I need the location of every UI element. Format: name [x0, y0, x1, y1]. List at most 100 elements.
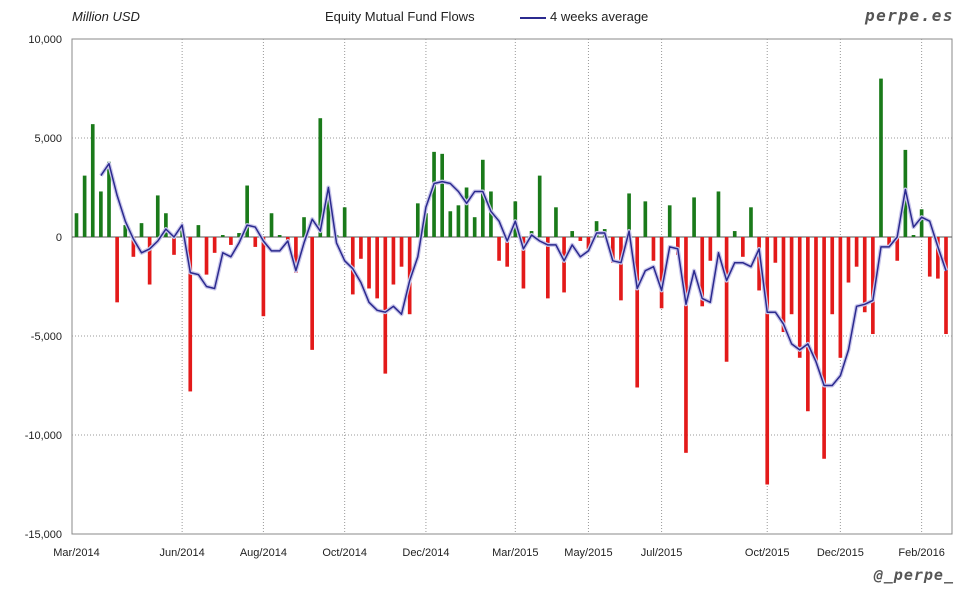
flow-bar: [724, 237, 729, 362]
flow-bar: [911, 235, 916, 237]
y-tick-label: 0: [56, 232, 62, 244]
flow-bar: [578, 237, 583, 241]
flow-bar: [359, 237, 363, 259]
flow-bar: [814, 237, 818, 362]
flow-bar: [716, 191, 721, 237]
flow-bar: [862, 237, 867, 313]
flow-bar: [302, 217, 306, 237]
flow-bar: [399, 237, 404, 267]
flow-bar: [545, 237, 550, 299]
average-line: [100, 162, 947, 387]
flow-bar: [627, 193, 631, 237]
flow-bar: [74, 213, 79, 237]
flow-bar: [147, 237, 152, 285]
flow-bar: [895, 237, 900, 261]
flow-bar: [342, 207, 347, 237]
chart-title: Equity Mutual Fund Flows: [325, 9, 475, 24]
flow-bar: [879, 78, 883, 237]
x-tick-label: Dec/2015: [817, 547, 864, 559]
flow-bar: [480, 159, 485, 237]
y-tick-label: -10,000: [25, 430, 62, 442]
flow-bar: [237, 233, 241, 237]
flow-bar: [155, 195, 160, 237]
flow-bar: [667, 205, 672, 237]
x-tick-label: Feb/2016: [898, 547, 944, 559]
flow-bar: [651, 237, 656, 261]
flow-bar: [789, 237, 794, 315]
flow-bar: [497, 237, 501, 261]
flow-bar: [107, 161, 111, 237]
x-tick-label: Jun/2014: [160, 547, 205, 559]
flow-bar: [367, 237, 371, 289]
flow-bar: [643, 201, 648, 237]
flow-bar: [415, 203, 420, 237]
flow-bar: [749, 207, 753, 237]
flow-bar: [472, 217, 477, 237]
flow-bar: [326, 191, 331, 237]
x-tick-label: Oct/2014: [322, 547, 367, 559]
flow-bar: [537, 175, 542, 237]
flow-bar: [594, 221, 599, 237]
flow-bar: [610, 237, 615, 263]
flow-bar: [310, 237, 314, 350]
y-unit-label: Million USD: [72, 9, 140, 24]
flow-bar: [659, 237, 664, 309]
flow-bar: [846, 237, 851, 283]
author-handle: @_perpe_: [873, 566, 954, 584]
flow-bar: [261, 237, 266, 317]
flow-bar: [887, 237, 891, 245]
flow-bar: [741, 237, 745, 257]
flow-bar: [692, 197, 696, 237]
flow-bar: [919, 209, 924, 237]
flow-bar: [513, 201, 518, 237]
flow-bar: [619, 237, 623, 301]
y-tick-label: 10,000: [28, 34, 62, 46]
flow-bar: [424, 213, 428, 237]
flow-bar: [797, 237, 802, 358]
x-tick-label: Aug/2014: [240, 547, 287, 559]
flow-bar: [90, 124, 95, 237]
flow-bar: [204, 237, 209, 275]
flow-bar: [871, 237, 875, 335]
flow-bar: [277, 235, 282, 237]
x-tick-label: Dec/2014: [402, 547, 449, 559]
flow-bar: [562, 237, 566, 293]
flow-bar: [172, 237, 176, 255]
flow-bar: [635, 237, 640, 388]
flow-bar: [854, 237, 859, 267]
flow-bar: [391, 237, 396, 285]
flow-bar: [570, 231, 575, 237]
flow-bar: [554, 207, 558, 237]
legend: 4 weeks average: [520, 9, 648, 24]
flow-bar: [99, 191, 103, 237]
y-tick-label: -5,000: [31, 331, 62, 343]
flow-bar: [505, 237, 510, 267]
flow-bar: [212, 237, 217, 253]
flow-bar: [383, 237, 388, 374]
plot-area: [71, 38, 953, 535]
flow-bar: [806, 237, 810, 412]
flow-bar: [927, 237, 932, 277]
flow-bar: [765, 237, 770, 485]
y-tick-label: -15,000: [25, 529, 62, 541]
flow-bar: [586, 237, 591, 249]
x-tick-label: Jul/2015: [641, 547, 683, 559]
x-tick-label: Mar/2015: [492, 547, 538, 559]
flow-bar: [448, 211, 453, 237]
flow-bar: [838, 237, 843, 358]
y-tick-label: 5,000: [34, 133, 62, 145]
x-tick-label: May/2015: [564, 547, 612, 559]
flow-bar: [131, 237, 136, 257]
flow-bar: [456, 205, 461, 237]
flow-bar: [196, 225, 201, 237]
x-tick-label: Oct/2015: [745, 547, 790, 559]
flow-bar: [440, 153, 445, 237]
flow-bar: [830, 237, 835, 315]
brand-watermark: perpe.es: [864, 6, 954, 25]
flow-bar: [432, 151, 436, 237]
flow-bar: [464, 187, 469, 237]
flow-bar: [188, 237, 193, 392]
flow-bar: [773, 237, 778, 263]
flow-bar: [350, 237, 355, 295]
